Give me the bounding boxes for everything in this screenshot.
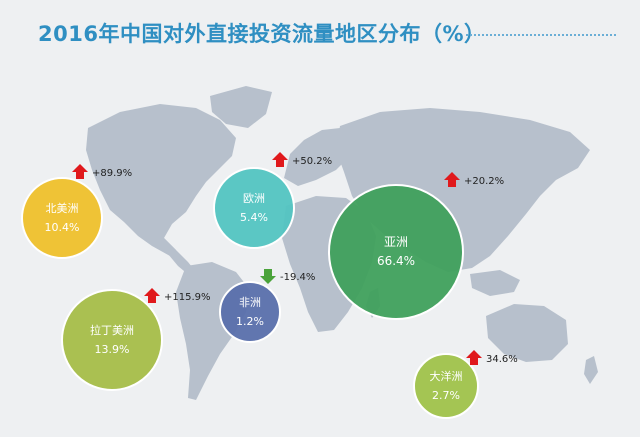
greenland-landmass [210,86,272,128]
region-name-label: 拉丁美洲 [90,323,134,337]
region-name-label: 亚洲 [384,235,408,249]
arrow-up-icon [144,288,160,303]
growth-rate-label: +89.9% [92,168,132,179]
region-name-label: 欧洲 [243,192,265,205]
north-america-landmass [86,104,236,256]
region-name-label: 大洋洲 [430,369,463,383]
region-name-label: 北美洲 [46,202,79,215]
title-divider [466,34,616,36]
growth-rate-label: +50.2% [292,156,332,167]
growth-rate-label: -19.4% [280,272,315,283]
southeast-asia-islands [470,270,520,296]
bubble-region-4 [219,281,281,343]
share-value-label: 13.9% [95,343,130,356]
arrow-up-icon [444,172,460,187]
share-value-label: 2.7% [432,389,460,402]
australia-landmass [486,304,568,362]
share-value-label: 66.4% [377,254,415,268]
bubble-region-2 [213,167,295,249]
arrow-down-icon [260,269,276,284]
bubble-region-5 [61,289,163,391]
arrow-up-icon [272,152,288,167]
share-value-label: 10.4% [45,221,80,234]
bubble-region-1 [21,177,103,259]
new-zealand-landmass [584,356,598,384]
arrow-up-icon [72,164,88,179]
growth-rate-label: 34.6% [486,354,518,365]
bubble-region-6 [413,353,479,419]
bubble-region-3 [328,184,464,320]
share-value-label: 1.2% [236,315,264,328]
region-name-label: 非洲 [239,296,261,309]
chart-title: 2016年中国对外直接投资流量地区分布（%） [38,22,486,46]
arrow-up-icon [466,350,482,365]
share-value-label: 5.4% [240,211,268,224]
growth-rate-label: +20.2% [464,176,504,187]
growth-rate-label: +115.9% [164,292,211,303]
